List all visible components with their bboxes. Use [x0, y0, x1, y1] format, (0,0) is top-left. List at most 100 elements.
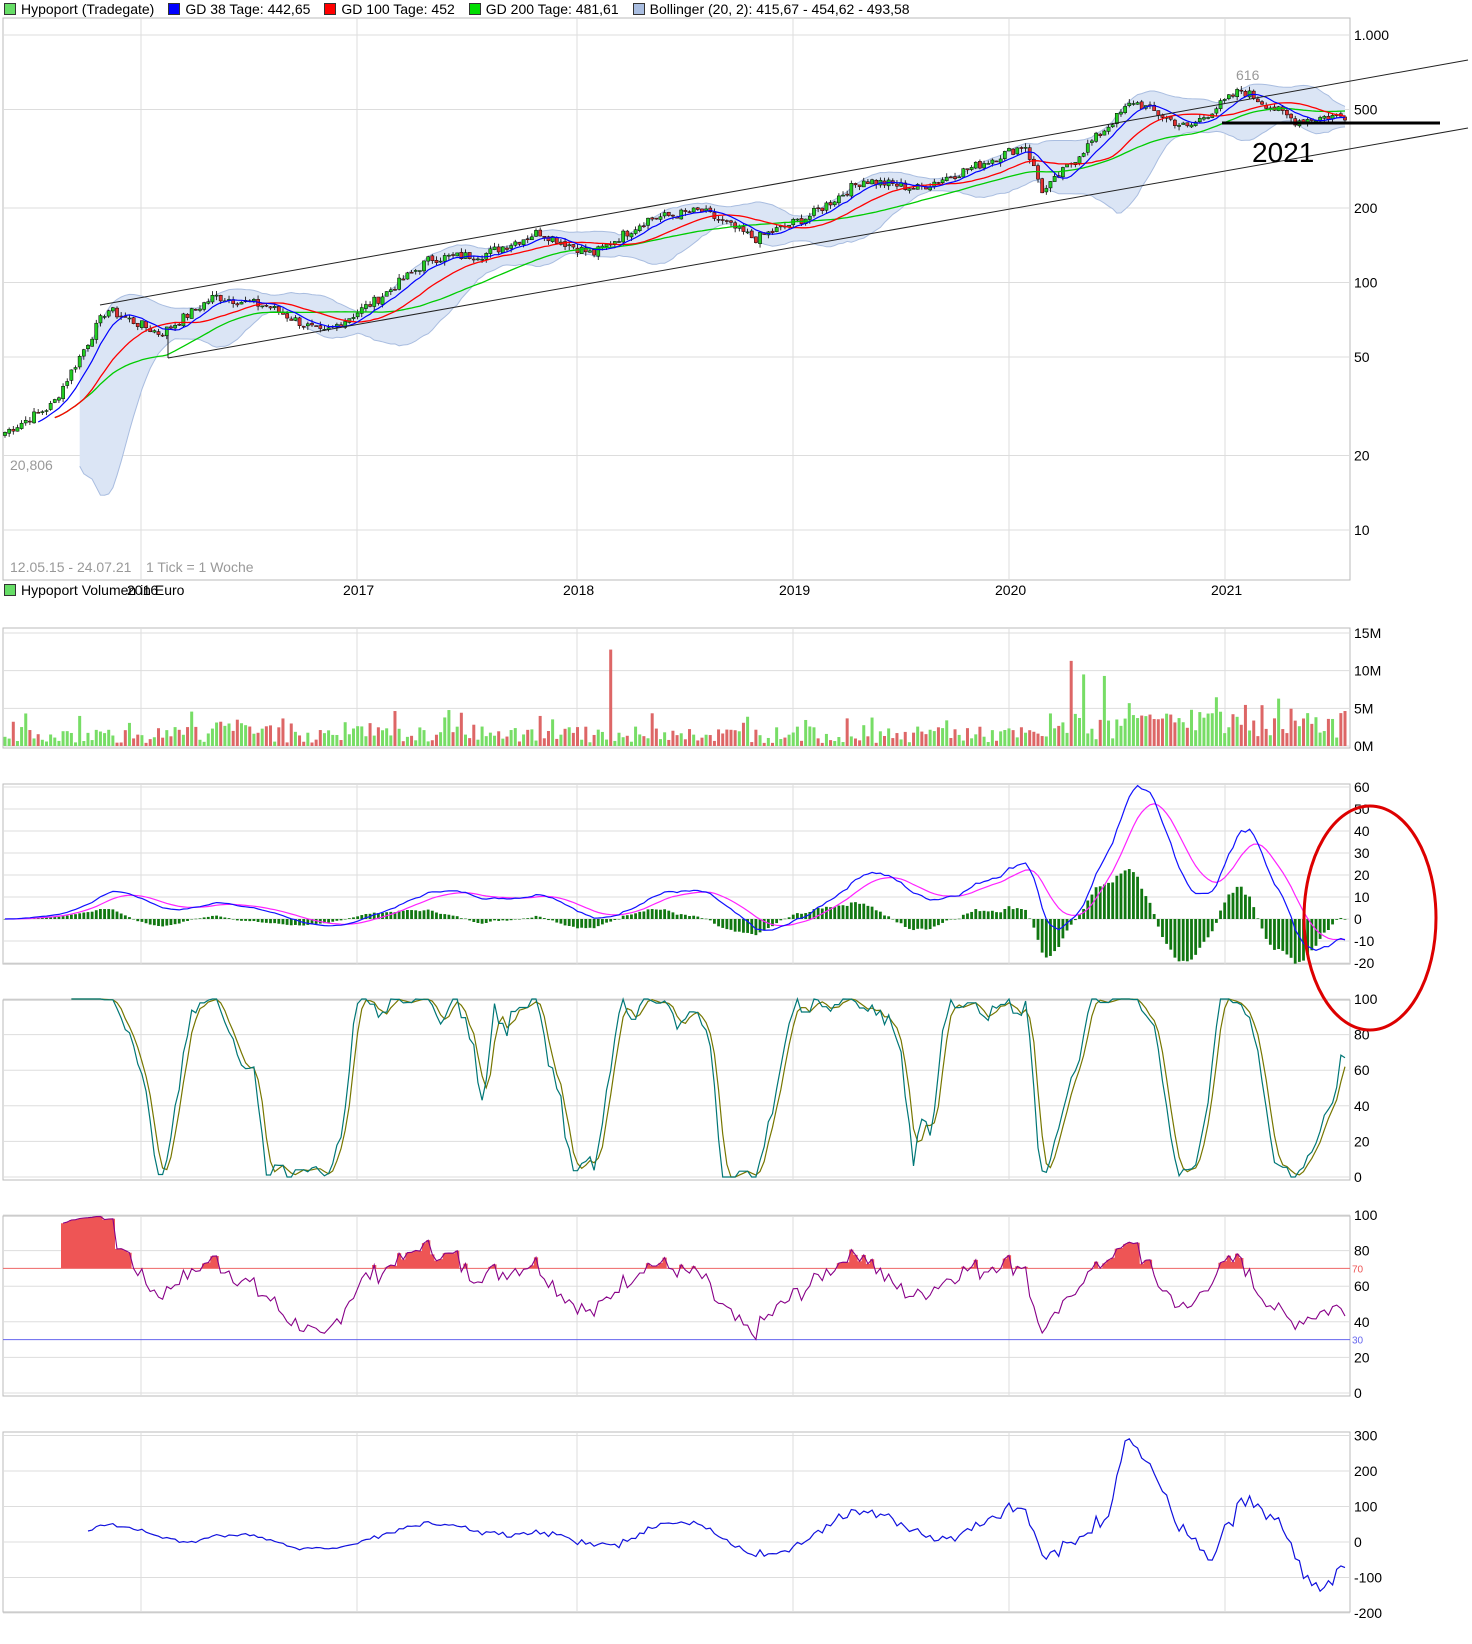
volume-bar	[223, 725, 227, 746]
divergence-bar	[181, 919, 185, 922]
y-tick-label: 10	[1354, 889, 1370, 905]
volume-bar	[476, 739, 480, 746]
rsi-panel: 100 80 60 40 20 0 70 30	[2, 1207, 1378, 1401]
candle-body	[1081, 153, 1086, 157]
candle-body	[276, 306, 281, 313]
candle-body	[517, 242, 522, 245]
volume-bar	[339, 740, 343, 746]
divergence-bar	[1239, 886, 1243, 919]
divergence-bar	[1206, 919, 1210, 938]
volume-bar	[468, 738, 472, 746]
volume-bar	[381, 730, 385, 746]
divergence-bar	[679, 914, 683, 919]
divergence-bar	[961, 914, 965, 919]
volume-bar	[746, 716, 750, 746]
volume-bar	[1028, 730, 1032, 746]
candle-body	[691, 207, 696, 213]
channel-lower-trendline	[167, 127, 1469, 359]
volume-bar	[978, 726, 982, 746]
candle-body	[936, 182, 941, 184]
volume-bar	[791, 732, 795, 746]
volume-bar	[874, 742, 878, 746]
candle-body	[1177, 124, 1181, 127]
volume-bar	[190, 711, 194, 746]
candle-body	[1168, 116, 1173, 120]
volume-bar	[61, 731, 65, 746]
candle-body	[289, 318, 294, 321]
volume-bar	[671, 730, 675, 746]
volume-bar	[1289, 708, 1293, 746]
volume-bar	[1194, 730, 1198, 746]
divergence-bar	[389, 911, 393, 919]
volume-bar	[484, 736, 488, 746]
legend-label: GD 200 Tage: 481,61	[485, 1, 619, 17]
candle-body	[1156, 110, 1161, 116]
volume-bar	[945, 720, 949, 746]
candle-body	[181, 313, 186, 327]
momentum-line	[87, 1438, 1346, 1593]
divergence-bar	[650, 909, 654, 919]
volume-bar	[1252, 720, 1256, 746]
candle-body	[285, 313, 289, 319]
candle-body	[824, 202, 829, 211]
y-tick-label: 1.000	[1354, 27, 1389, 43]
volume-bar	[360, 726, 364, 746]
divergence-bar	[194, 918, 198, 920]
candle-body	[164, 326, 169, 337]
volume-bar	[936, 727, 940, 746]
volume-bar	[833, 741, 837, 746]
divergence-bar	[663, 909, 667, 919]
volume-bar	[883, 735, 887, 746]
divergence-bar	[592, 919, 596, 929]
volume-bar	[389, 735, 393, 746]
divergence-bar	[206, 916, 210, 919]
divergence-bar	[1268, 919, 1272, 945]
volume-bar	[1339, 713, 1343, 746]
divergence-bar	[920, 919, 924, 929]
volume-bar	[866, 736, 870, 746]
candle-body	[252, 299, 256, 302]
volume-bar	[625, 735, 629, 746]
volume-bar	[1032, 731, 1036, 746]
volume-bar	[1115, 719, 1119, 746]
volume-bar	[1119, 725, 1123, 746]
divergence-bar	[617, 919, 621, 920]
volume-bar	[351, 728, 355, 746]
divergence-bar	[509, 919, 513, 921]
divergence-bar	[891, 919, 895, 920]
candle-body	[1135, 102, 1140, 105]
candle-body	[1023, 147, 1028, 149]
volume-bar	[999, 731, 1003, 746]
divergence-bar	[708, 919, 712, 921]
candle-body	[521, 239, 526, 246]
divergence-bar	[675, 914, 679, 919]
divergence-bar	[1343, 919, 1347, 920]
volume-bar	[1198, 712, 1202, 746]
divergence-bar	[779, 919, 783, 921]
divergence-bar	[1102, 884, 1106, 919]
volume-bar	[256, 732, 260, 746]
candle-body	[542, 236, 547, 238]
volume-bar	[522, 734, 526, 746]
divergence-bar	[148, 919, 152, 925]
candle-body	[476, 258, 480, 261]
candle-body	[264, 305, 269, 307]
y-tick-label: 20	[1354, 867, 1370, 883]
divergence-bar	[953, 919, 957, 920]
volume-bar	[986, 742, 990, 746]
volume-bar	[1322, 731, 1326, 746]
volume-bar	[244, 725, 248, 746]
divergence-bar	[555, 919, 559, 923]
divergence-bar	[1044, 919, 1048, 958]
volume-bar	[372, 735, 376, 746]
divergence-bar	[916, 919, 920, 929]
candle-body	[73, 367, 78, 370]
volume-bar	[140, 735, 144, 746]
candle-body	[1322, 116, 1327, 119]
candle-body	[393, 289, 397, 291]
candle-body	[758, 231, 762, 244]
candle-body	[774, 227, 779, 232]
divergence-bar	[1136, 876, 1139, 919]
divergence-bar	[795, 913, 799, 919]
volume-bar	[766, 737, 770, 746]
